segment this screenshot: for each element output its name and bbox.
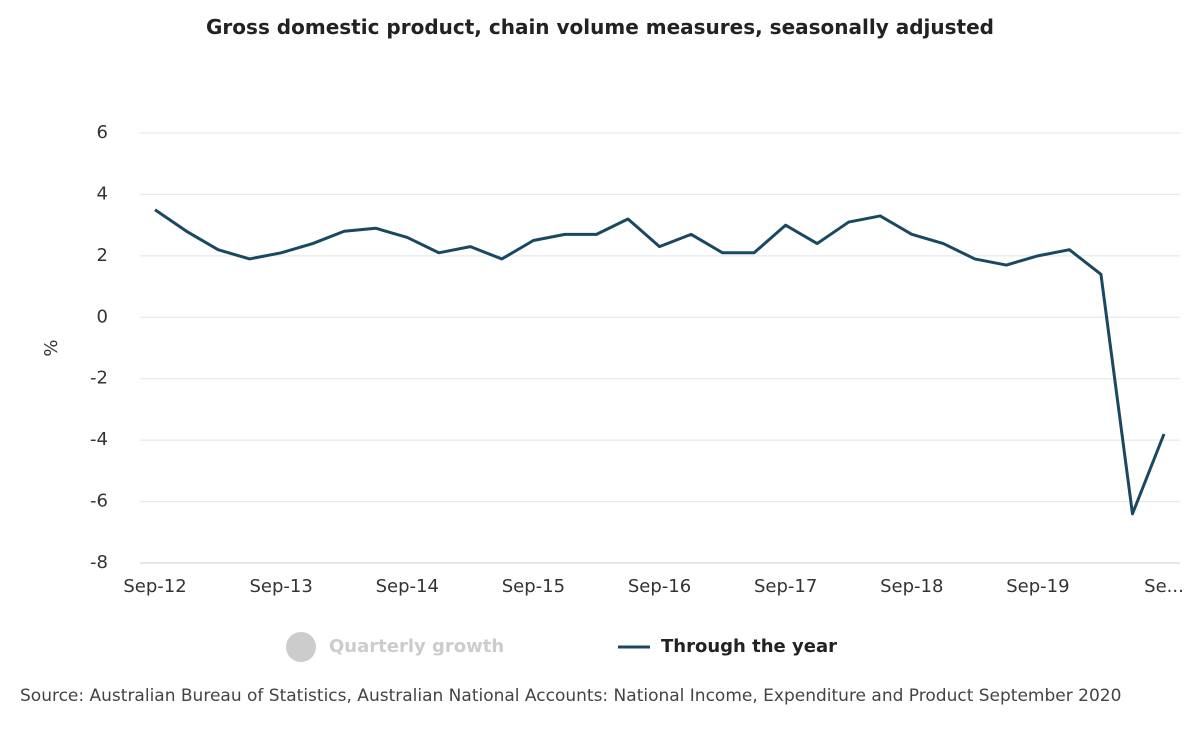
y-tick-label: 0 [97,306,108,327]
data-line [154,208,1166,516]
x-tick-label: Sep-18 [880,576,943,597]
legend-label[interactable]: Through the year [661,636,837,657]
x-tick-label: Sep-13 [249,576,312,597]
x-tick-label: Sep-12 [123,576,186,597]
x-tick-label: Sep-16 [628,576,691,597]
y-tick-label: 6 [97,122,108,143]
legend-marker[interactable] [286,632,316,662]
y-tick-label: -4 [90,429,108,450]
y-tick-label: 2 [97,245,108,266]
y-tick-label: -6 [90,491,108,512]
x-tick-label: Sep-14 [376,576,439,597]
y-tick-label: 4 [97,183,108,204]
y-axis-label: % [41,339,62,356]
chart-title: Gross domestic product, chain volume mea… [206,15,994,39]
source-note: Source: Australian Bureau of Statistics,… [20,686,1122,706]
x-tick-label: Sep-19 [1006,576,1069,597]
y-tick-label: -2 [90,368,108,389]
y-tick-label: -8 [90,552,108,573]
legend-label[interactable]: Quarterly growth [329,636,504,657]
x-tick-label: Sep-15 [502,576,565,597]
x-tick-label: Sep-17 [754,576,817,597]
x-tick-label: Se... [1144,576,1184,597]
